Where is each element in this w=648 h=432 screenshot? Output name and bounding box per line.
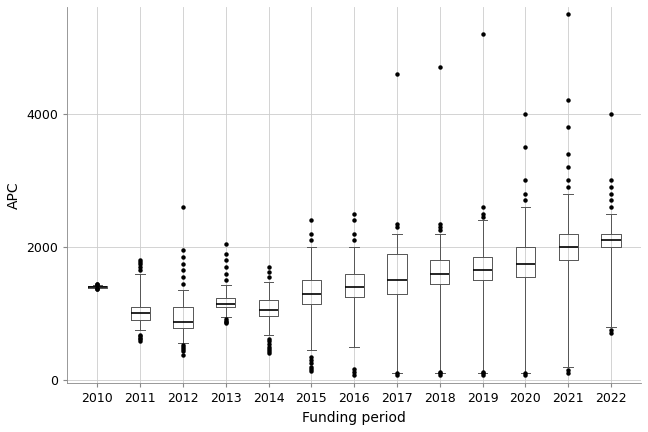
X-axis label: Funding period: Funding period <box>302 411 406 425</box>
Y-axis label: APC: APC <box>7 181 21 209</box>
